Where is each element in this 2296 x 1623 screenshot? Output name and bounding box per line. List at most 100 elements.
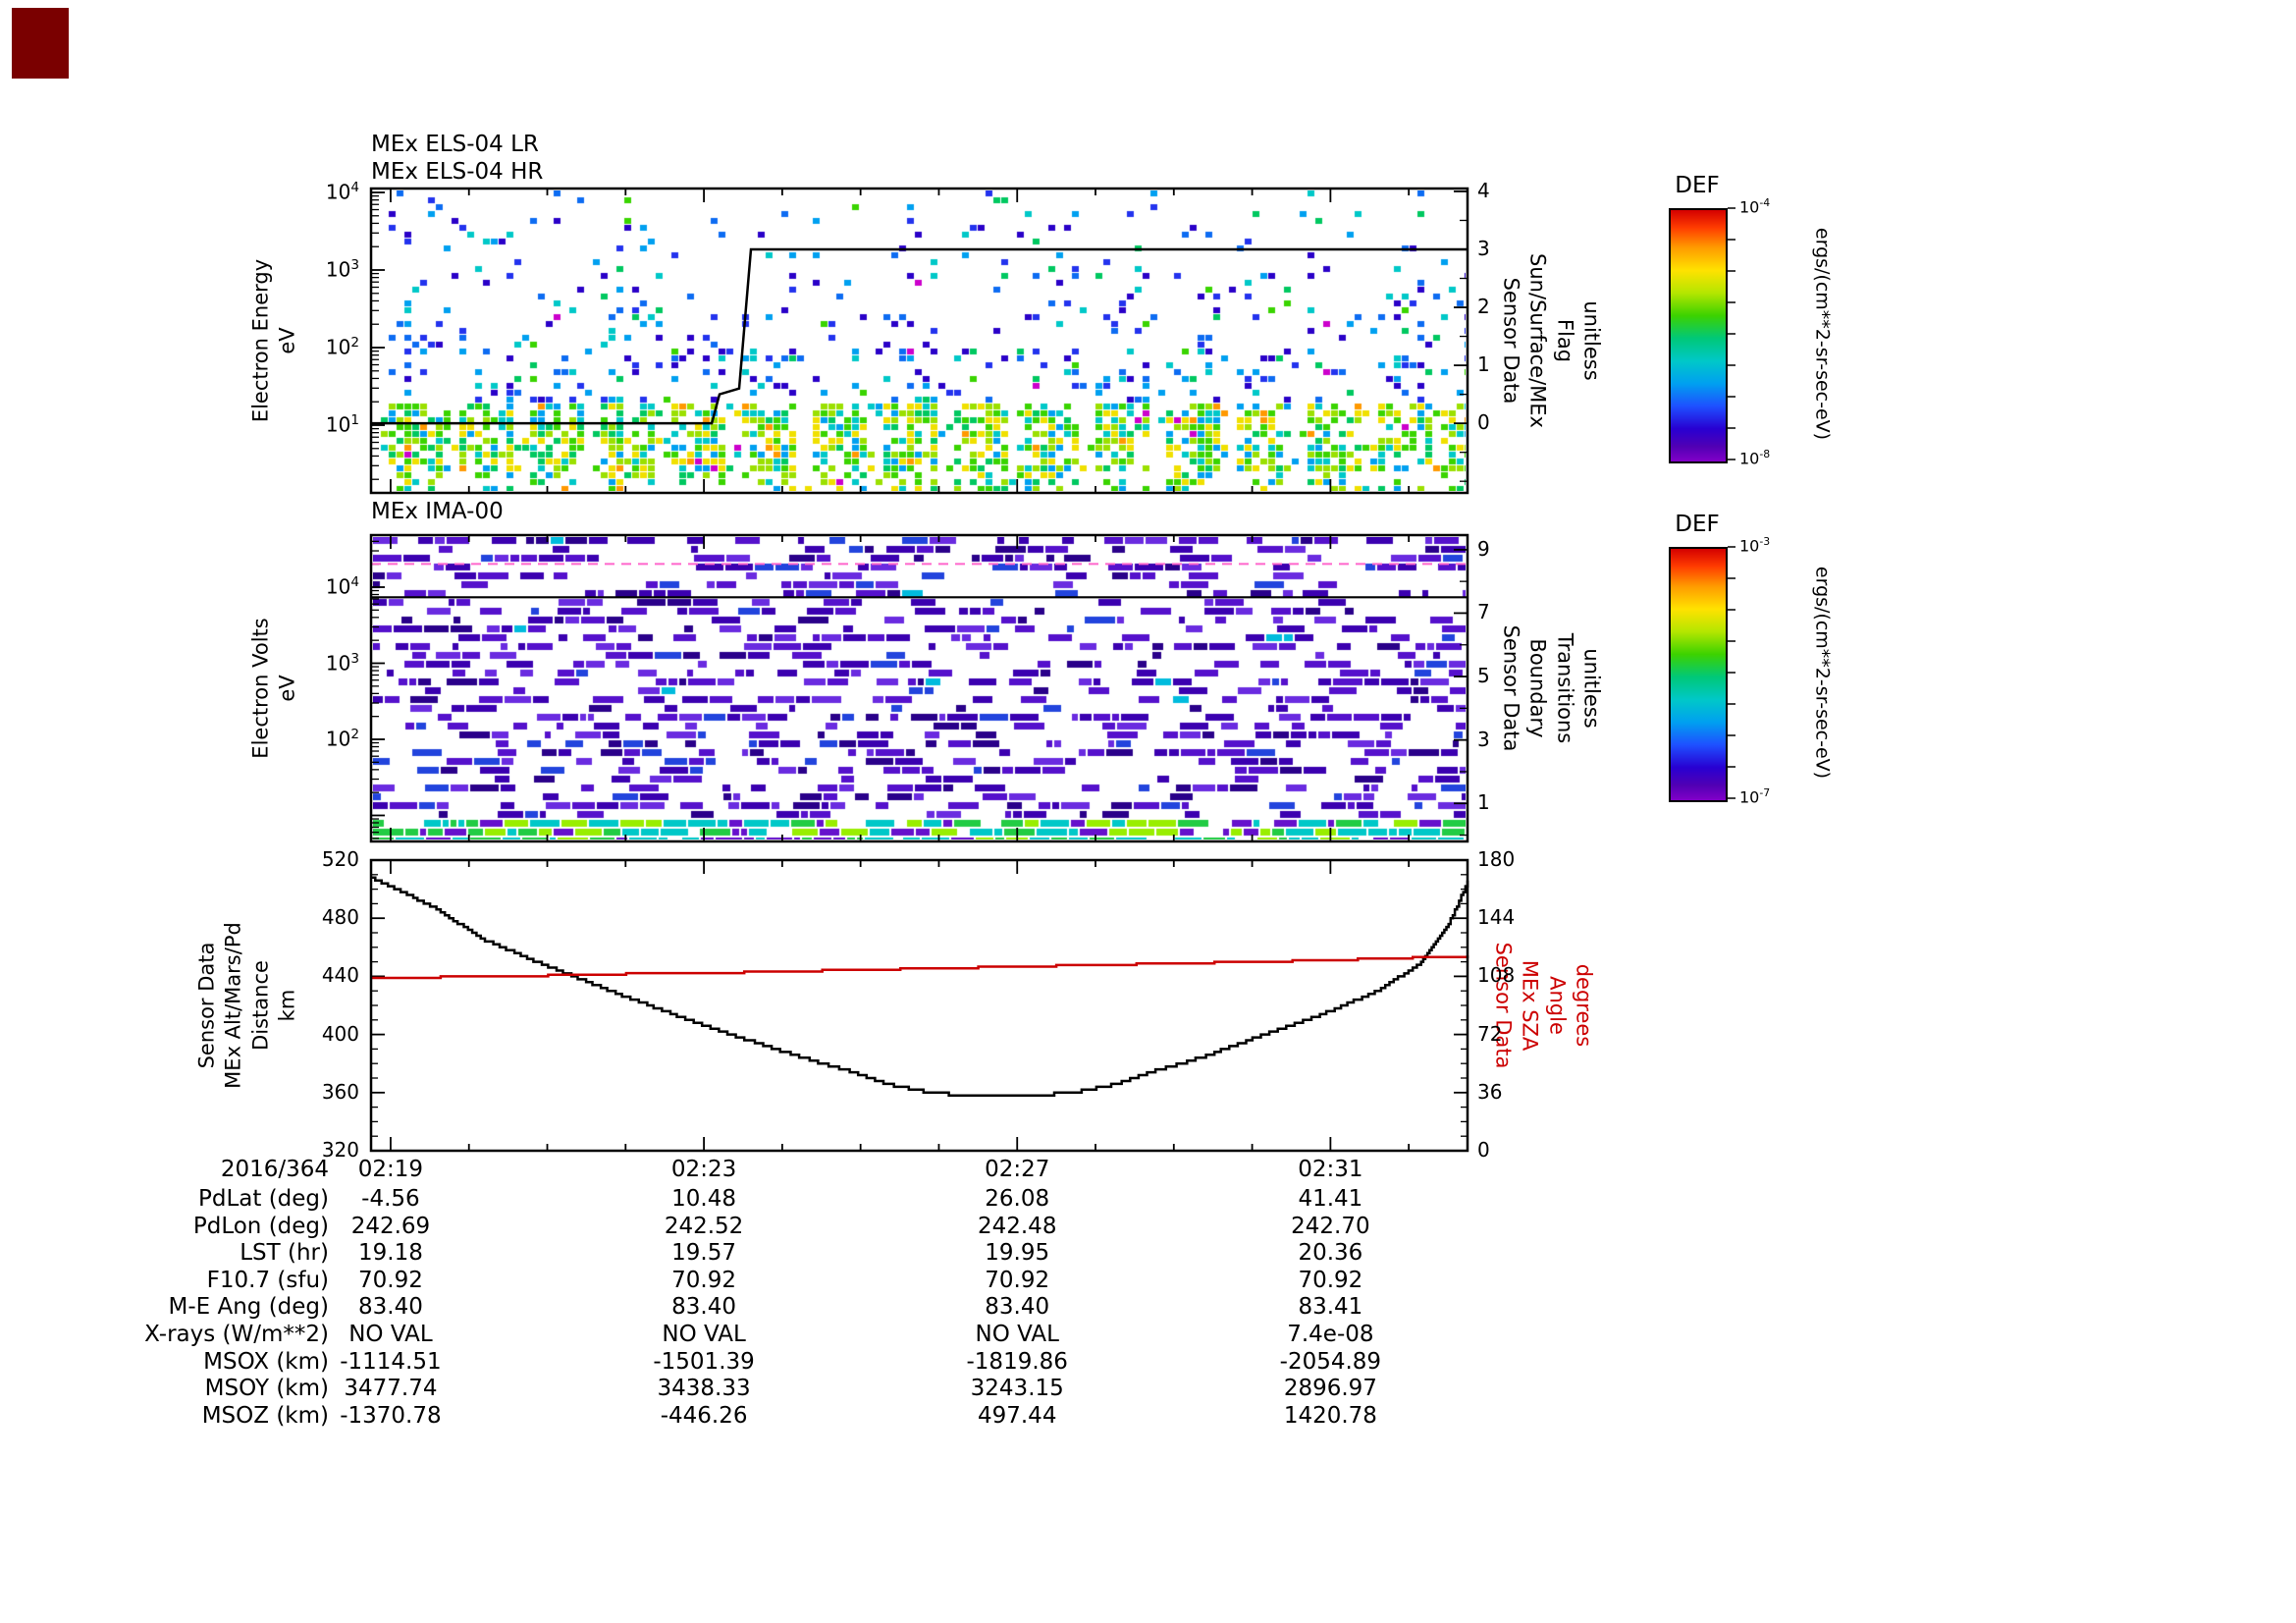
colorbar-els-min-label: 10-8 bbox=[1739, 448, 1770, 467]
ima-title: MEx IMA-00 bbox=[371, 499, 504, 524]
colorbar-ima-title: DEF bbox=[1675, 512, 1720, 537]
table-row-label: PdLon (deg) bbox=[192, 1213, 329, 1239]
els-flag-axis-label: unitless Flag Sun/Surface/MEx Sensor Dat… bbox=[1497, 253, 1604, 428]
axis-label-line: MEx SZA bbox=[1519, 959, 1542, 1052]
table-cell-value: 497.44 bbox=[977, 1402, 1057, 1429]
table-cell-value: 1420.78 bbox=[1283, 1402, 1377, 1429]
colorbar-unit-text: ergs/(cm**2-sr-sec-eV) bbox=[1811, 227, 1834, 441]
y-tick-label: 7 bbox=[1477, 600, 1490, 624]
table-cell-value: -1819.86 bbox=[966, 1348, 1068, 1375]
y-tick-label: 4 bbox=[1477, 178, 1490, 202]
table-cell-value: 7.4e-08 bbox=[1287, 1322, 1374, 1347]
table-cell-value: 83.40 bbox=[358, 1294, 423, 1321]
table-row-label: MSOY (km) bbox=[204, 1376, 329, 1402]
table-cell-value: 19.95 bbox=[985, 1240, 1050, 1267]
table-row-label: MSOZ (km) bbox=[201, 1402, 329, 1429]
axis-label-line: Angle bbox=[1545, 976, 1570, 1035]
y-tick-label: 104 bbox=[325, 574, 359, 599]
colorbar-els-title: DEF bbox=[1675, 173, 1720, 198]
y-tick-label: 480 bbox=[321, 905, 359, 930]
axis-label-line: unitless bbox=[1579, 300, 1604, 381]
table-cell-value: 19.57 bbox=[671, 1240, 736, 1267]
axis-label-line: Sensor Data bbox=[1499, 277, 1523, 405]
table-cell-value: 70.92 bbox=[1298, 1267, 1363, 1293]
colorbar-tick-exp: -3 bbox=[1759, 535, 1771, 548]
table-cell-value: 41.41 bbox=[1298, 1186, 1363, 1212]
y-tick-label: 103 bbox=[325, 256, 359, 282]
colorbar-ima-gradient bbox=[1669, 547, 1728, 802]
table-cell-value: -1501.39 bbox=[653, 1348, 755, 1375]
y-tick-label: 144 bbox=[1477, 905, 1516, 930]
ima-spectrogram-canvas bbox=[373, 537, 1466, 839]
y-tick-label: 1 bbox=[1477, 790, 1490, 815]
x-tick-label: 02:23 bbox=[670, 1157, 737, 1182]
colorbar-tick-base: 10 bbox=[1739, 197, 1760, 217]
colorbar-ima-unit-label: ergs/(cm**2-sr-sec-eV) bbox=[1810, 567, 1835, 779]
y-tick-label: 108 bbox=[1477, 963, 1516, 988]
axis-label-line: degrees bbox=[1572, 963, 1596, 1048]
x-tick-label: 02:31 bbox=[1298, 1157, 1363, 1182]
colorbar-tick-base: 10 bbox=[1739, 787, 1760, 807]
table-cell-value: 2896.97 bbox=[1283, 1376, 1377, 1402]
y-tick-label: 102 bbox=[325, 727, 359, 751]
table-cell-value: -4.56 bbox=[361, 1186, 420, 1212]
table-cell-value: -1370.78 bbox=[340, 1402, 442, 1429]
colorbar-tick-exp: -4 bbox=[1759, 196, 1771, 209]
table-cell-value: 26.08 bbox=[985, 1186, 1050, 1212]
table-row-label: F10.7 (sfu) bbox=[206, 1267, 329, 1293]
table-row-label: X-rays (W/m**2) bbox=[144, 1322, 329, 1347]
altitude-axis-label: Sensor Data MEx Alt/Mars/Pd Distance km bbox=[193, 922, 300, 1089]
colorbar-els-unit-label: ergs/(cm**2-sr-sec-eV) bbox=[1810, 228, 1835, 440]
table-cell-value: NO VAL bbox=[662, 1322, 746, 1347]
els-title-line2: MEx ELS-04 HR bbox=[371, 159, 544, 185]
table-cell-value: NO VAL bbox=[348, 1322, 433, 1347]
y-tick-label: 72 bbox=[1477, 1021, 1503, 1046]
corner-marker bbox=[12, 8, 69, 79]
table-cell-value: 242.52 bbox=[664, 1213, 744, 1239]
table-cell-value: 70.92 bbox=[358, 1267, 423, 1293]
axis-label-line: MEx Alt/Mars/Pd bbox=[221, 922, 245, 1089]
table-cell-value: -1114.51 bbox=[340, 1348, 442, 1375]
table-row-label: LST (hr) bbox=[240, 1240, 329, 1267]
colorbar-els-gradient bbox=[1669, 208, 1728, 463]
axis-label-line: Distance bbox=[248, 960, 272, 1051]
colorbar-tick-exp: -7 bbox=[1759, 786, 1771, 799]
y-tick-label: 1 bbox=[1477, 352, 1490, 377]
table-cell-value: 83.40 bbox=[985, 1294, 1050, 1321]
table-row-label: M-E Ang (deg) bbox=[168, 1294, 329, 1321]
x-tick-label: 02:27 bbox=[985, 1157, 1050, 1182]
y-tick-label: 102 bbox=[325, 334, 359, 359]
table-cell-value: 70.92 bbox=[671, 1267, 736, 1293]
colorbar-ima-max-label: 10-3 bbox=[1739, 535, 1770, 555]
table-cell-value: -2054.89 bbox=[1279, 1348, 1382, 1375]
y-tick-label: 5 bbox=[1477, 664, 1490, 688]
els-title-line1: MEx ELS-04 LR bbox=[371, 132, 539, 157]
axis-label-line: Sensor Data bbox=[1491, 942, 1516, 1069]
axis-label-line: Sensor Data bbox=[194, 942, 219, 1069]
table-cell-value: 3438.33 bbox=[657, 1376, 751, 1402]
colorbar-ima-min-label: 10-7 bbox=[1739, 786, 1770, 806]
y-tick-label: 400 bbox=[321, 1021, 359, 1046]
axis-label-line: Sun/Surface/MEx bbox=[1526, 253, 1550, 428]
table-cell-value: 10.48 bbox=[671, 1186, 736, 1212]
y-tick-label: 103 bbox=[325, 650, 359, 676]
colorbar-unit-text: ergs/(cm**2-sr-sec-eV) bbox=[1811, 566, 1834, 780]
table-cell-value: 19.18 bbox=[358, 1240, 423, 1267]
table-cell-value: 3477.74 bbox=[344, 1376, 438, 1402]
table-cell-value: -446.26 bbox=[660, 1402, 748, 1429]
y-tick-label: 36 bbox=[1477, 1079, 1503, 1104]
y-tick-label: 0 bbox=[1477, 1138, 1490, 1162]
colorbar-tick-base: 10 bbox=[1739, 449, 1760, 468]
y-tick-label: 9 bbox=[1477, 536, 1490, 561]
y-tick-label: 104 bbox=[325, 179, 359, 204]
y-tick-label: 0 bbox=[1477, 410, 1490, 435]
y-tick-label: 2 bbox=[1477, 295, 1490, 319]
table-cell-value: NO VAL bbox=[975, 1322, 1059, 1347]
table-row-label: MSOX (km) bbox=[203, 1348, 329, 1375]
table-cell-value: 83.41 bbox=[1298, 1294, 1363, 1321]
colorbar-els-max-label: 10-4 bbox=[1739, 196, 1770, 216]
table-cell-value: 242.70 bbox=[1291, 1213, 1370, 1239]
axis-label-line: Electron Volts bbox=[248, 618, 273, 759]
y-tick-label: 520 bbox=[321, 847, 359, 871]
table-cell-value: 20.36 bbox=[1298, 1240, 1363, 1267]
